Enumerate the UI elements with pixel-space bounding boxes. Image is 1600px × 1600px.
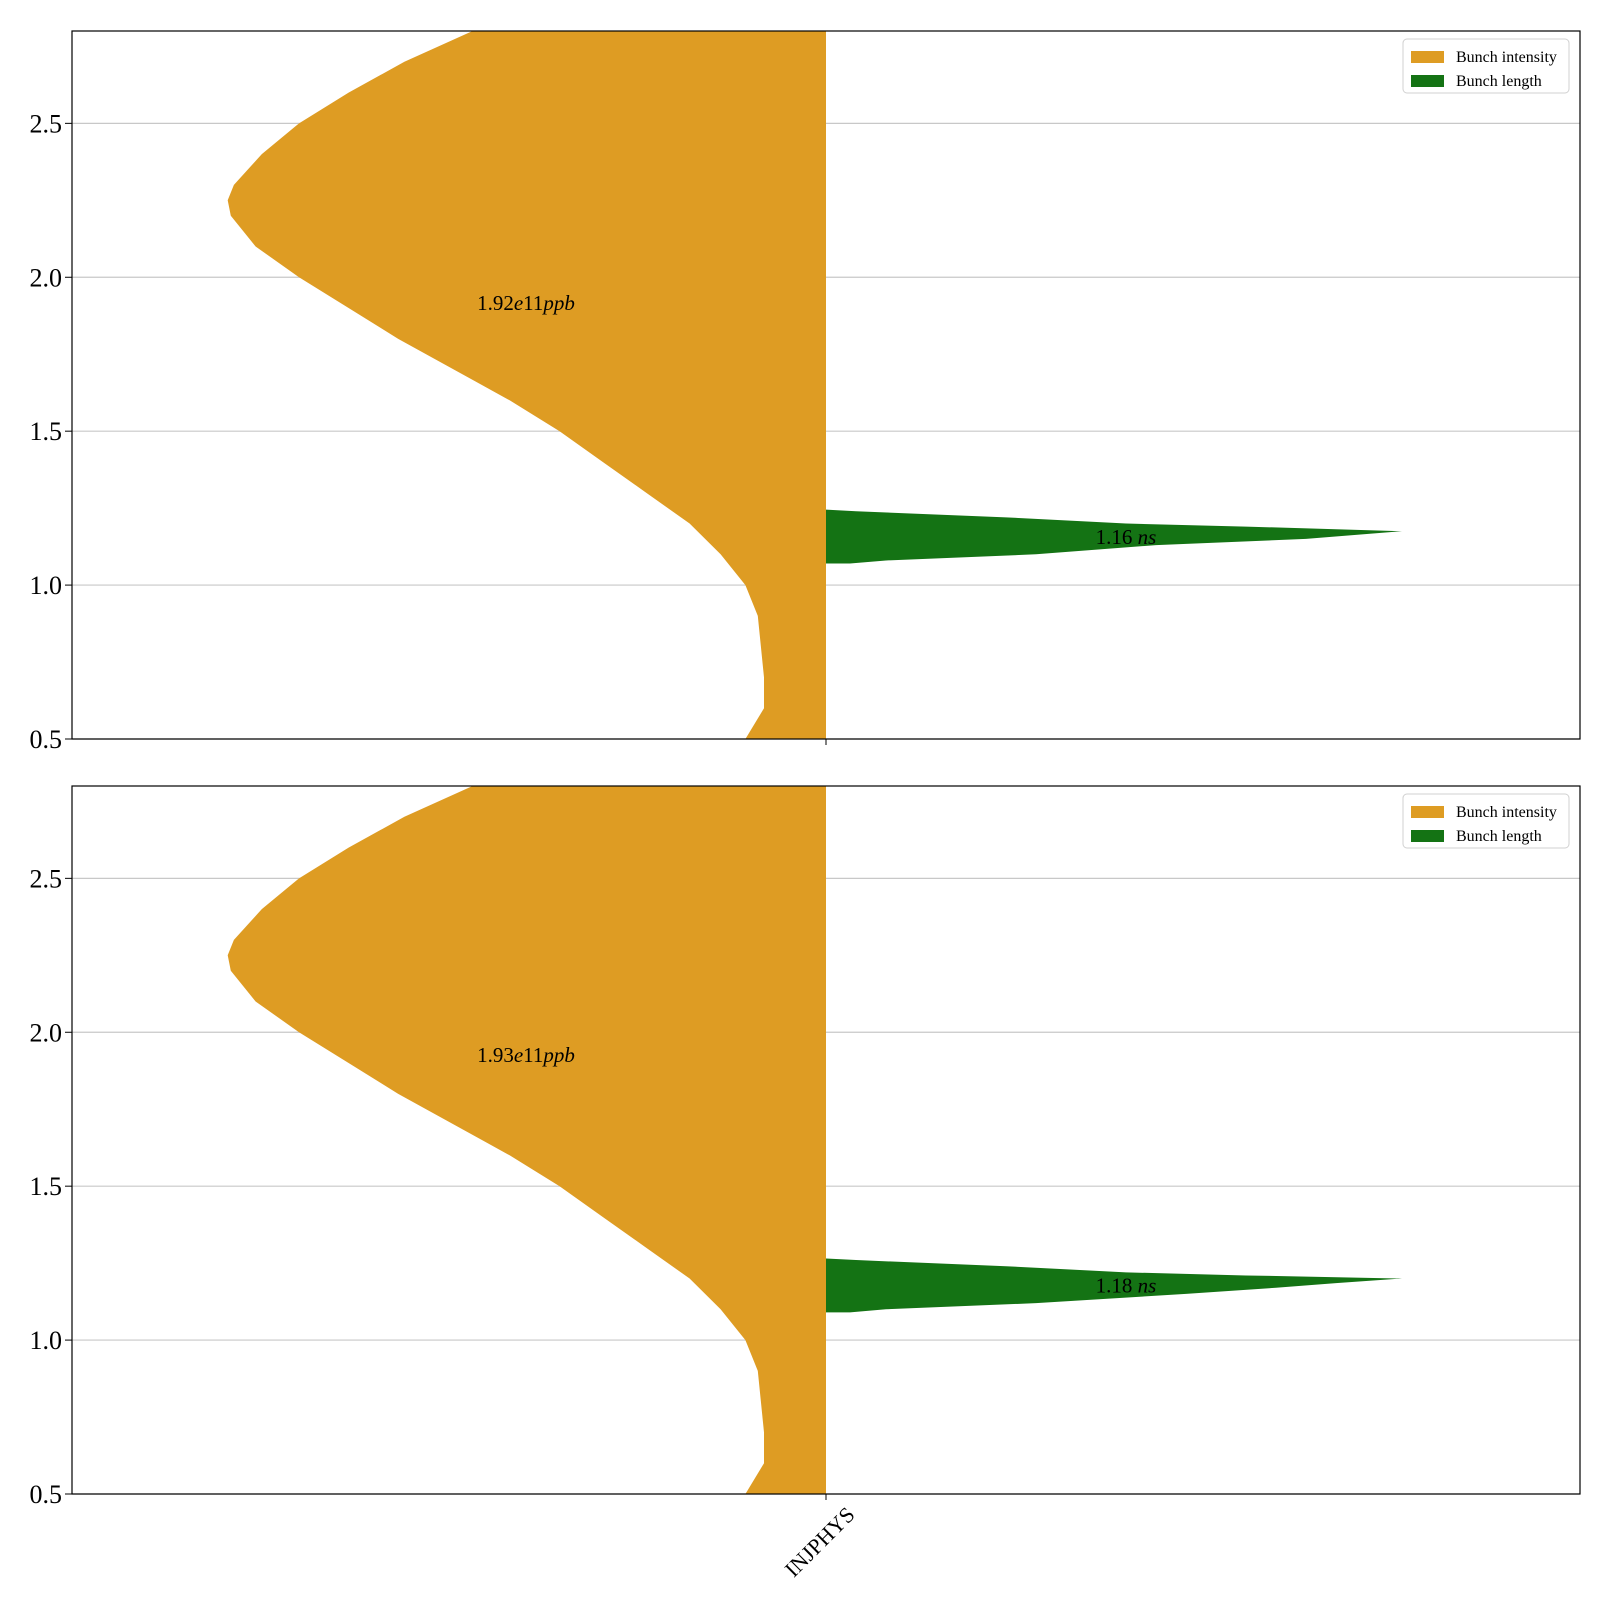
annotation-exponent-symbol: e [514, 291, 523, 315]
legend: Bunch intensity Bunch length [1402, 38, 1570, 94]
y-tick-label: 0.5 [30, 725, 63, 754]
annotation-value: 1.18 [1096, 1274, 1138, 1298]
chart-panel-1: 0.5 1.0 1.5 2.0 2.5 1.92e11ppb 1.16 ns Bunch in… [30, 30, 1581, 754]
y-tick-label: 2.5 [30, 109, 63, 138]
annotation-value: 1.16 [1096, 525, 1138, 549]
y-tick-label: 1.0 [30, 571, 63, 600]
legend-label: Bunch length [1456, 828, 1542, 845]
y-tick-label: 1.5 [30, 1172, 63, 1201]
plot-area [227, 31, 1402, 739]
chart-panel-2: 0.5 1.0 1.5 2.0 2.5 1.93e11ppb 1.18 ns Bunch in… [30, 785, 1581, 1582]
annotation-exponent-value: 11 [523, 291, 543, 315]
axes-frame [71, 30, 1581, 740]
violin-annotation: 1.93e11ppb [477, 1043, 575, 1067]
annotation-unit: ns [1138, 1274, 1157, 1298]
violin-annotation: 1.18 ns [1096, 1274, 1157, 1298]
violin-right-bunch-length [826, 1258, 1402, 1313]
violin-left-bunch-intensity [227, 31, 826, 739]
violin-annotation: 1.92e11ppb [477, 291, 575, 315]
legend-label: Bunch intensity [1456, 49, 1557, 66]
axes-frame [71, 785, 1581, 1495]
annotation-value: 1.93 [477, 1043, 514, 1067]
annotation-exponent-symbol: e [514, 1043, 523, 1067]
y-tick-label: 1.5 [30, 417, 63, 446]
y-tick-label: 2.0 [30, 1018, 63, 1047]
violin-right-bunch-length [826, 509, 1402, 564]
annotation-exponent-value: 11 [523, 1043, 543, 1067]
x-category-label: INJPHYS [780, 1502, 860, 1582]
violin-annotation: 1.16 ns [1096, 525, 1157, 549]
plot-area [227, 786, 1402, 1494]
legend-box [1402, 38, 1570, 94]
legend-swatch [1411, 75, 1444, 87]
y-tick-label: 1.0 [30, 1326, 63, 1355]
legend-box [1402, 793, 1570, 849]
annotation-unit: ppb [541, 1043, 575, 1067]
legend: Bunch intensity Bunch length [1402, 793, 1570, 849]
legend-swatch [1411, 830, 1444, 842]
legend-swatch [1411, 51, 1444, 63]
y-tick-label: 0.5 [30, 1480, 63, 1509]
legend-swatch [1411, 806, 1444, 818]
legend-label: Bunch intensity [1456, 804, 1557, 821]
violin-left-bunch-intensity [227, 786, 826, 1494]
annotation-unit: ns [1138, 525, 1157, 549]
y-tick-label: 2.5 [30, 864, 63, 893]
legend-label: Bunch length [1456, 73, 1542, 90]
annotation-value: 1.92 [477, 291, 514, 315]
annotation-unit: ppb [541, 291, 575, 315]
y-tick-label: 2.0 [30, 263, 63, 292]
